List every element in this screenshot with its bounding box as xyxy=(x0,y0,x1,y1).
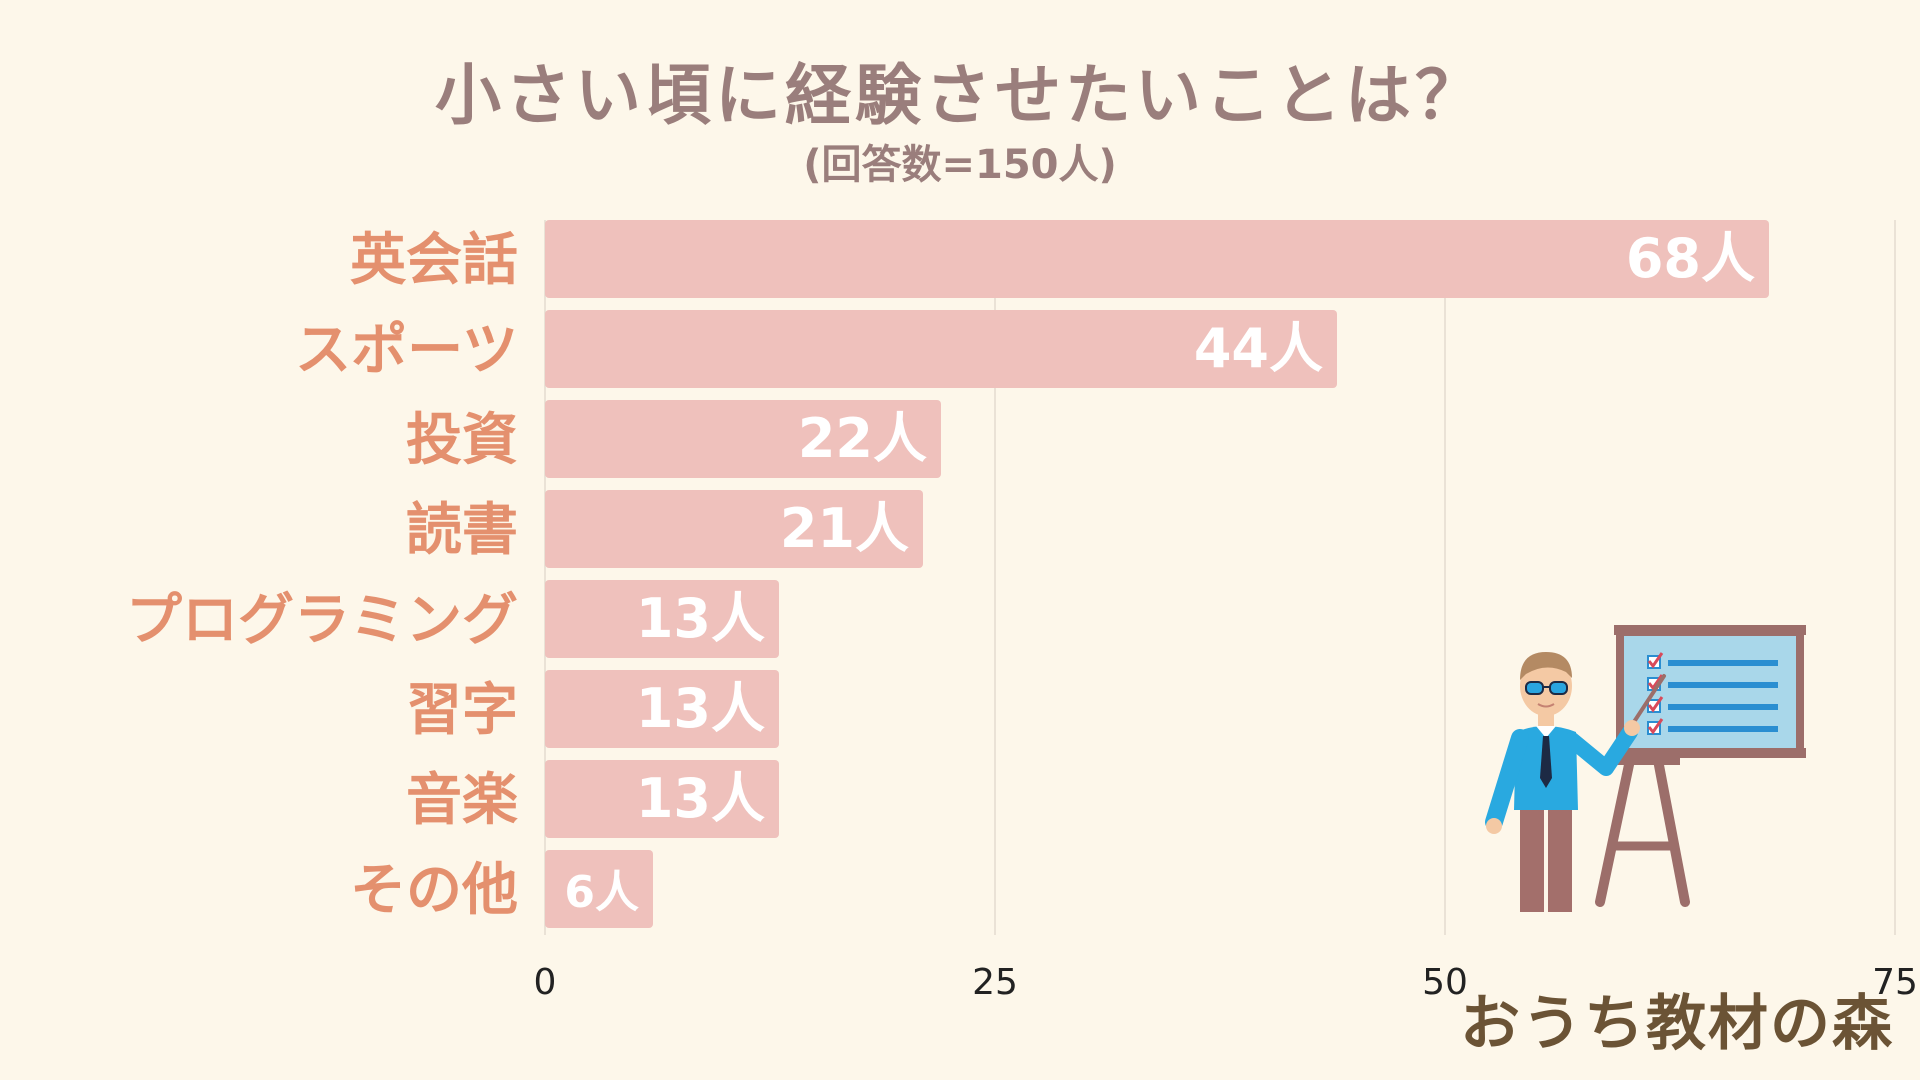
bar-value-label: 13人 xyxy=(636,587,765,650)
category-label: 英会話 xyxy=(350,228,518,293)
category-labels: 68人英会話44人スポーツ22人投資21人読書13人プログラミング13人習字13… xyxy=(126,227,1755,923)
bar xyxy=(545,400,941,478)
bar xyxy=(545,310,1337,388)
chart-subtitle: (回答数=150人) xyxy=(803,142,1117,188)
bar-value-label: 22人 xyxy=(798,407,927,470)
x-tick-label: 25 xyxy=(972,962,1018,1000)
bar xyxy=(545,670,779,748)
bar xyxy=(545,490,923,568)
category-label: 習字 xyxy=(406,678,518,743)
category-label: 読書 xyxy=(406,498,518,563)
bar xyxy=(545,850,653,928)
chart-title: 小さい頃に経験させたいことは？ xyxy=(435,57,1485,134)
brand-logo-text: おうち教材の森 xyxy=(1460,989,1894,1059)
x-tick-label: 75 xyxy=(1872,962,1918,1000)
category-label: その他 xyxy=(350,858,518,923)
bar-chart: 68人英会話44人スポーツ22人投資21人読書13人プログラミング13人習字13… xyxy=(126,220,1918,1000)
bar-value-label: 13人 xyxy=(636,677,765,740)
teacher-illustration xyxy=(1485,625,1806,912)
category-label: 音楽 xyxy=(406,768,518,833)
bar-value-label: 21人 xyxy=(780,497,909,560)
category-label: スポーツ xyxy=(295,318,518,383)
bar xyxy=(545,760,779,838)
bar xyxy=(545,220,1769,298)
bar-value-label: 44人 xyxy=(1194,317,1323,380)
bars xyxy=(545,220,1769,928)
x-tick-label: 50 xyxy=(1422,962,1468,1000)
x-tick-label: 0 xyxy=(534,962,557,1000)
bar-value-label: 6人 xyxy=(564,867,639,918)
bar-value-label: 13人 xyxy=(636,767,765,830)
category-label: プログラミング xyxy=(126,588,518,653)
bar-value-label: 68人 xyxy=(1626,227,1755,290)
bar xyxy=(545,580,779,658)
category-label: 投資 xyxy=(406,408,518,473)
x-axis-ticks: 0 25 50 75 xyxy=(534,962,1918,1000)
